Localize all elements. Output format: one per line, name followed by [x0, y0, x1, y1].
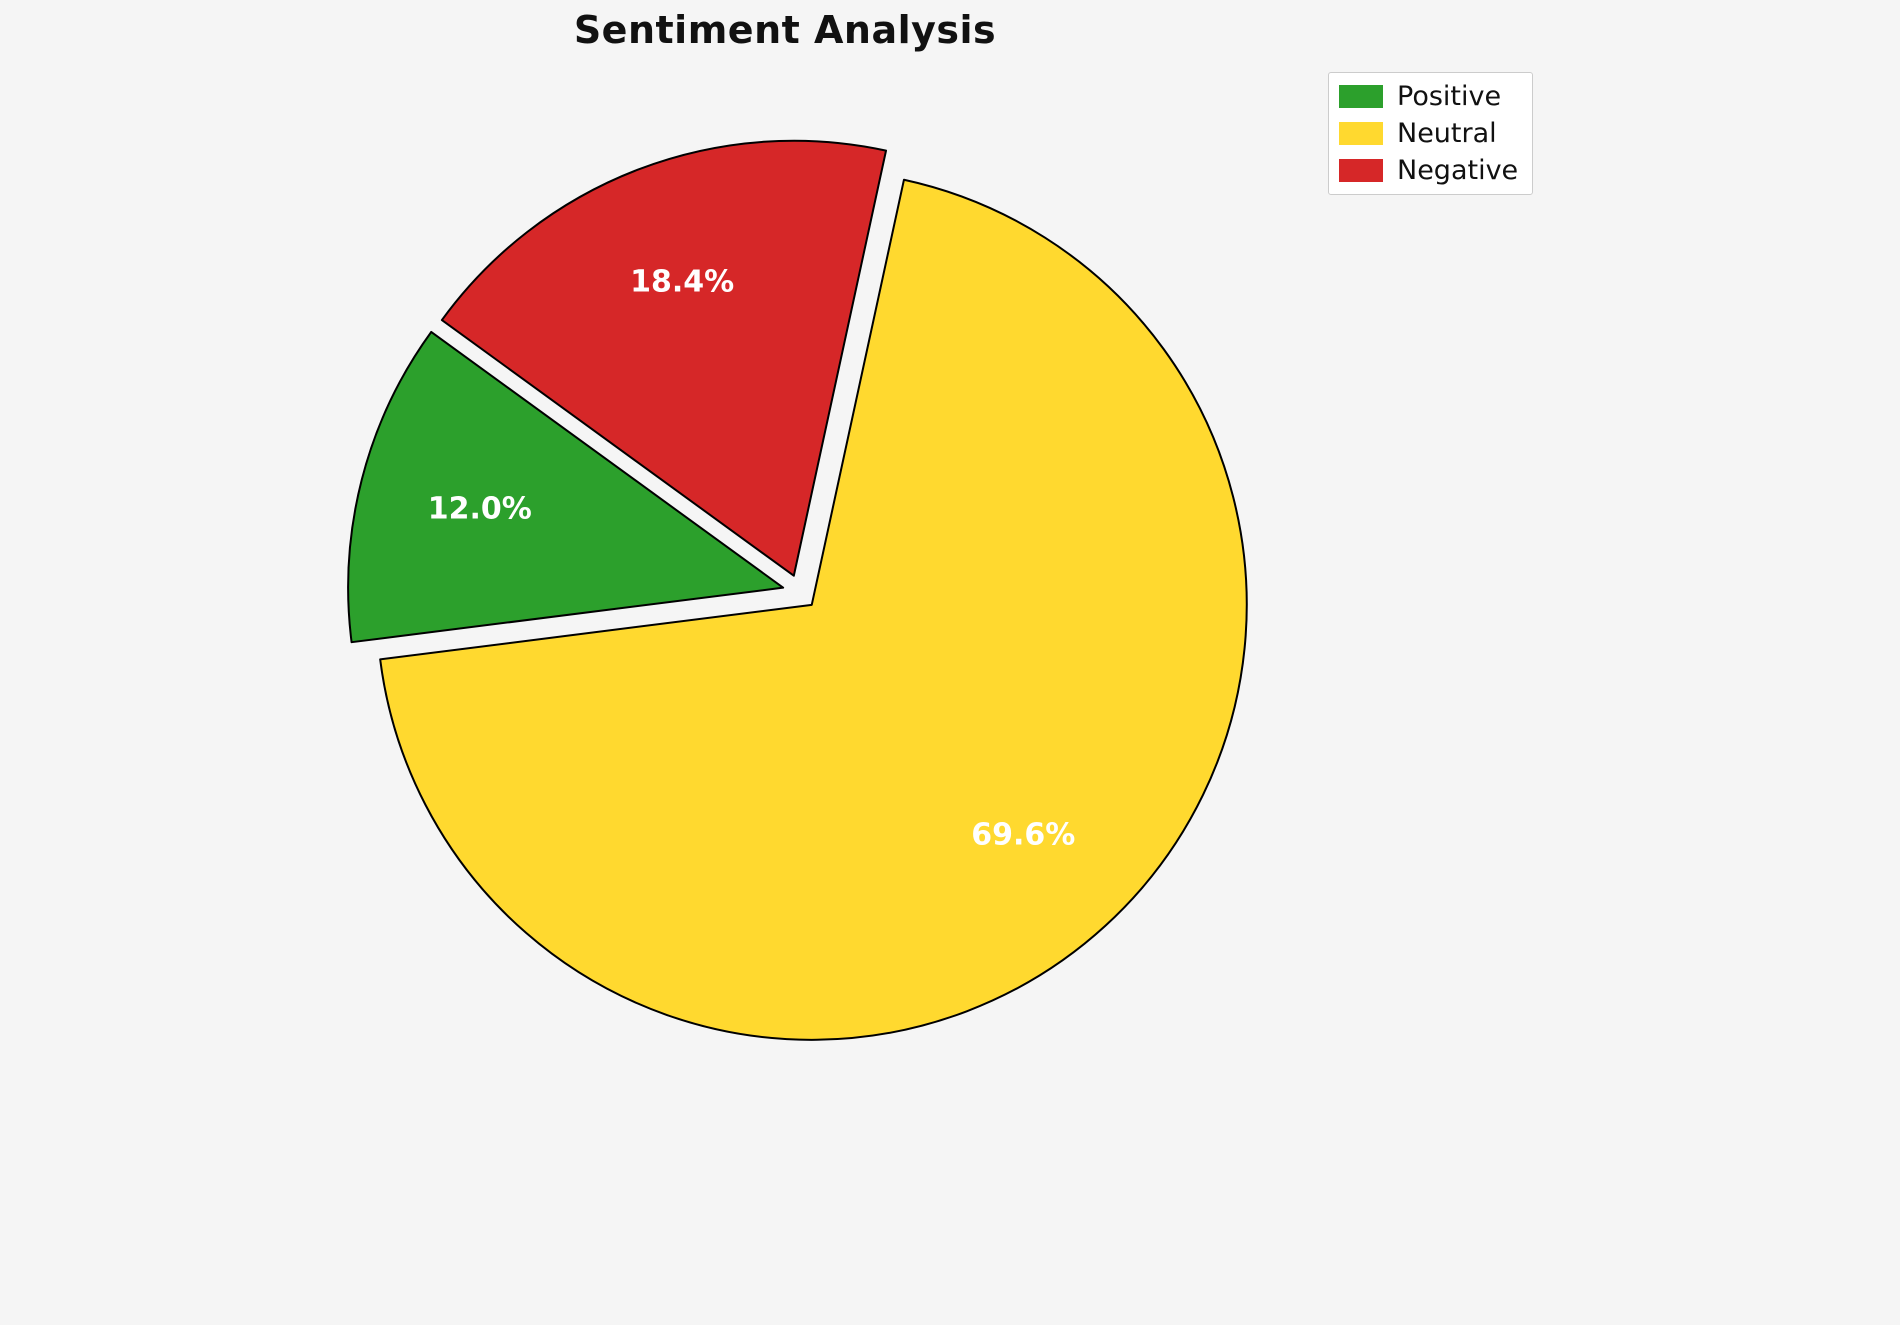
legend-label-negative: Negative: [1397, 155, 1519, 186]
pie-slice-positive: [347, 330, 785, 644]
legend-swatch-neutral: [1339, 122, 1383, 145]
slice-label-neutral: 69.6%: [971, 817, 1075, 852]
chart-title: Sentiment Analysis: [573, 8, 997, 52]
legend-label-neutral: Neutral: [1397, 118, 1497, 149]
slice-label-negative: 18.4%: [630, 265, 734, 300]
slice-label-positive: 12.0%: [428, 491, 532, 526]
pie-slice-neutral: [379, 178, 1248, 1041]
legend-item-negative: Negative: [1339, 155, 1518, 186]
legend-item-neutral: Neutral: [1339, 118, 1518, 149]
pie-slice-negative: [440, 139, 888, 577]
legend-item-positive: Positive: [1339, 81, 1518, 112]
legend-label-positive: Positive: [1397, 81, 1502, 112]
legend-swatch-negative: [1339, 159, 1383, 182]
legend: Positive Neutral Negative: [1328, 72, 1534, 195]
legend-swatch-positive: [1339, 85, 1383, 108]
